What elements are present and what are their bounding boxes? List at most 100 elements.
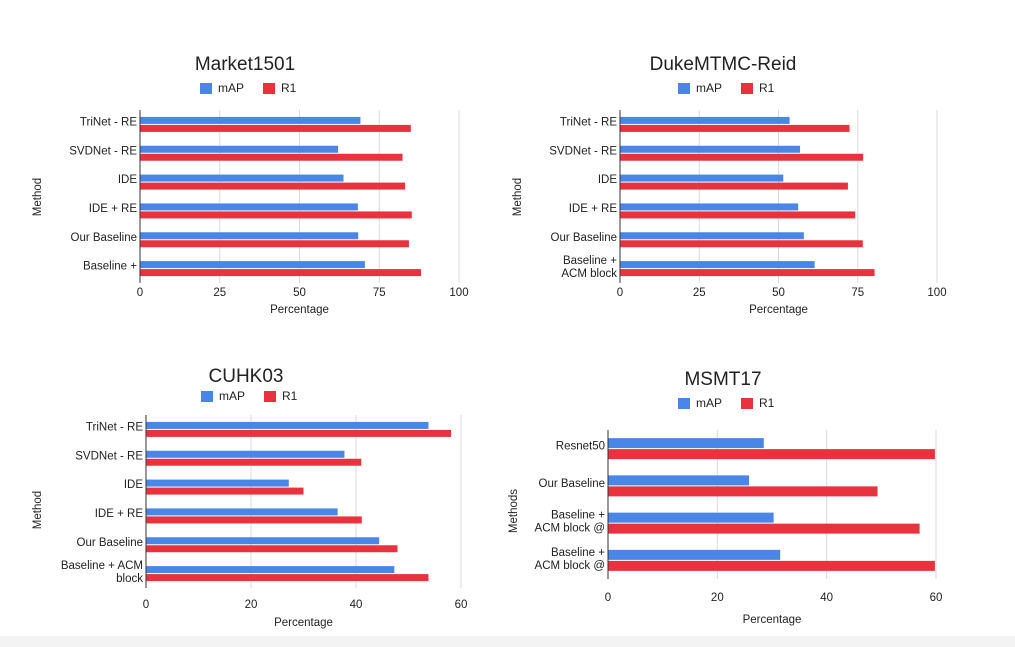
bar-map: [140, 232, 359, 240]
category-label: Our Baseline: [71, 232, 137, 244]
bar-r1: [608, 449, 935, 460]
chart-title: Market1501: [195, 54, 295, 75]
bar-r1: [140, 124, 411, 132]
category-label: SVDNet - RE: [549, 145, 617, 157]
bar-r1: [620, 211, 856, 219]
category-label: ACM block: [561, 268, 617, 280]
category-label: Baseline +: [551, 547, 605, 559]
y-axis-title: Method: [32, 491, 44, 529]
legend-swatch-map: [200, 83, 212, 94]
x-tick-label: 0: [617, 287, 623, 299]
legend-swatch-r1: [741, 398, 753, 409]
x-tick-label: 75: [373, 287, 386, 299]
bar-map: [146, 508, 338, 516]
bar-map: [146, 537, 380, 545]
category-label: Baseline +: [551, 510, 605, 522]
category-label: SVDNet - RE: [75, 450, 143, 462]
legend-swatch-r1: [263, 83, 275, 94]
bar-r1: [608, 560, 935, 571]
bar-map: [608, 512, 774, 523]
chart-title: MSMT17: [684, 369, 761, 390]
bar-r1: [146, 545, 398, 553]
bar-map: [140, 261, 365, 269]
bar-r1: [146, 574, 429, 582]
legend-label: mAP: [219, 389, 245, 403]
bar-map: [620, 232, 804, 240]
category-label: TriNet - RE: [86, 421, 143, 433]
legend-label: R1: [759, 81, 775, 95]
x-tick-label: 75: [851, 287, 864, 299]
y-axis-title: Method: [32, 178, 44, 216]
x-tick-label: 100: [449, 287, 468, 299]
x-tick-label: 25: [693, 287, 706, 299]
x-tick-label: 25: [213, 287, 226, 299]
bar-map: [620, 116, 790, 124]
category-label: SVDNet - RE: [69, 145, 137, 157]
x-tick-label: 40: [820, 592, 833, 604]
bar-map: [608, 475, 750, 486]
bar-map: [620, 203, 799, 211]
x-tick-label: 0: [143, 599, 149, 611]
legend-label: mAP: [696, 81, 722, 95]
bar-r1: [608, 523, 920, 534]
x-tick-label: 0: [137, 287, 143, 299]
bar-r1: [620, 240, 863, 248]
category-label: Baseline +: [563, 255, 617, 267]
category-label: IDE + RE: [95, 508, 144, 520]
x-tick-label: 50: [772, 287, 785, 299]
bar-map: [608, 549, 781, 560]
legend-label: R1: [282, 389, 298, 403]
x-tick-label: 50: [293, 287, 306, 299]
x-axis-title: Percentage: [274, 617, 333, 629]
x-axis-title: Percentage: [270, 304, 329, 316]
bar-map: [620, 174, 784, 182]
category-label: IDE: [124, 479, 144, 491]
bar-r1: [140, 182, 406, 190]
legend-swatch-map: [678, 398, 690, 409]
x-tick-label: 100: [927, 287, 946, 299]
bar-r1: [620, 182, 848, 190]
bar-map: [146, 479, 289, 487]
bar-map: [146, 566, 395, 574]
legend-label: R1: [759, 396, 775, 410]
category-label: IDE: [598, 174, 618, 186]
category-label: Resnet50: [556, 441, 605, 453]
bar-map: [140, 116, 361, 124]
x-tick-label: 20: [245, 599, 258, 611]
category-label: block: [116, 573, 143, 585]
category-label: TriNet - RE: [560, 116, 617, 128]
bar-map: [146, 421, 429, 429]
bar-r1: [620, 124, 850, 132]
bar-r1: [608, 486, 878, 497]
x-tick-label: 60: [930, 592, 943, 604]
bottom-bar: [0, 636, 1015, 647]
y-axis-title: Methods: [508, 489, 520, 533]
x-tick-label: 0: [605, 592, 611, 604]
bar-r1: [146, 516, 362, 524]
bar-map: [620, 261, 815, 269]
bar-r1: [620, 153, 864, 161]
category-label: Baseline +: [83, 261, 137, 273]
bar-r1: [620, 269, 875, 277]
category-label: Baseline + ACM: [61, 560, 143, 572]
chart-title: CUHK03: [209, 366, 284, 387]
bar-r1: [146, 429, 452, 437]
legend-swatch-r1: [741, 83, 753, 94]
bar-r1: [146, 487, 304, 495]
bar-map: [140, 203, 358, 211]
bar-map: [146, 450, 345, 458]
category-label: Our Baseline: [551, 232, 617, 244]
legend-swatch-r1: [264, 391, 276, 402]
bar-r1: [140, 153, 403, 161]
legend-swatch-map: [201, 391, 213, 402]
x-tick-label: 60: [455, 599, 468, 611]
bar-r1: [140, 211, 412, 219]
category-label: TriNet - RE: [80, 116, 137, 128]
bar-r1: [140, 240, 409, 248]
category-label: Our Baseline: [77, 537, 143, 549]
legend-label: R1: [281, 81, 297, 95]
category-label: Our Baseline: [539, 478, 605, 490]
category-label: ACM block @: [535, 523, 605, 535]
